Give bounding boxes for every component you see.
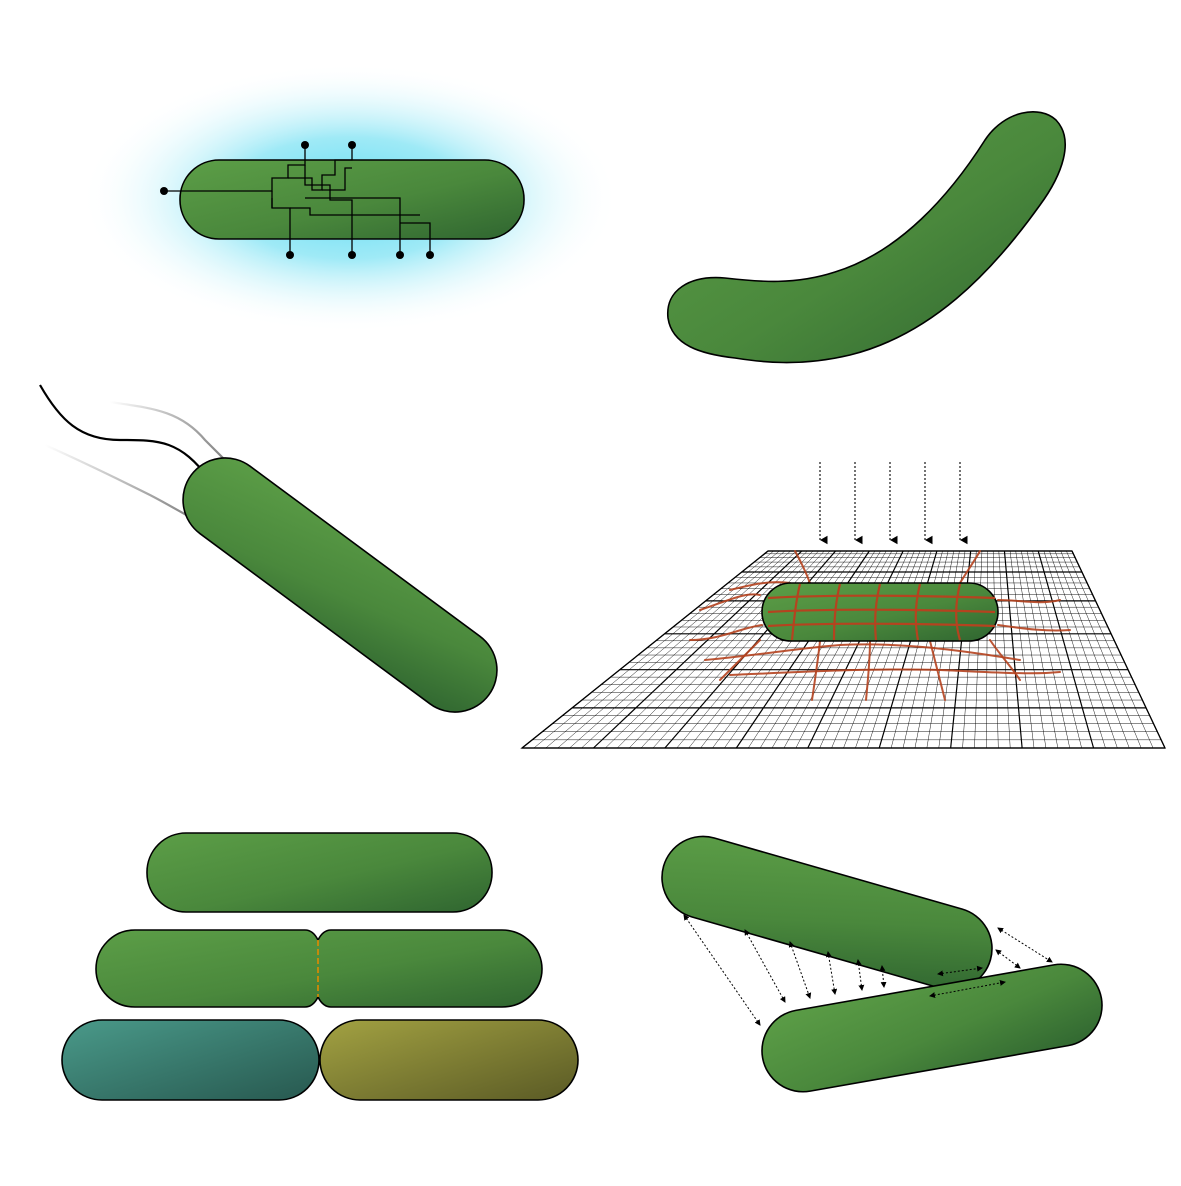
grid-line — [1037, 550, 1095, 749]
grid-line — [986, 550, 988, 749]
flagellated-bacterium-cell — [182, 457, 498, 713]
grid-line — [1066, 550, 1154, 749]
flagellated-bacterium-panel — [39, 384, 498, 713]
grid-line — [533, 550, 774, 749]
dividing-cell — [95, 929, 543, 1008]
deformation-line — [794, 550, 811, 584]
force-arrow — [997, 927, 1053, 963]
deformation-line — [699, 593, 761, 611]
daughter-cell-teal — [61, 1019, 320, 1101]
deformation-line — [865, 640, 871, 701]
grid-line — [593, 550, 803, 749]
deformation-line — [929, 640, 946, 701]
surface-plane — [520, 550, 1166, 749]
cell-mesh-overlay — [767, 583, 996, 641]
deformation-line — [989, 639, 1021, 681]
grid-line — [617, 550, 814, 749]
grid-line — [1003, 550, 1023, 749]
deformation-line — [811, 640, 821, 701]
grid-line — [1054, 550, 1130, 749]
circuit-icon — [164, 145, 431, 255]
arrows-icon — [683, 914, 1053, 1026]
force-arrow — [995, 949, 1021, 969]
grid-line — [1043, 550, 1106, 749]
force-arrow — [788, 941, 812, 999]
deformation-line — [959, 550, 981, 584]
force-arrow — [825, 951, 838, 995]
grid-line — [1026, 550, 1070, 749]
grid-line — [1009, 550, 1035, 749]
circuit-terminals — [160, 141, 434, 259]
mesh-icon — [520, 550, 1166, 749]
grid-line — [521, 550, 769, 749]
force-arrow — [937, 965, 983, 977]
surface-bacterium-panel — [520, 462, 1166, 749]
grid-line — [1015, 550, 1047, 749]
interacting-bacteria-panel — [661, 835, 1103, 1093]
deformation-line — [719, 639, 761, 681]
deformation-line — [997, 624, 1071, 632]
grid-line — [1049, 550, 1118, 749]
cell-mesh-line — [767, 594, 996, 600]
upper-interacting-cell — [661, 835, 993, 991]
dividing-bacteria-panel — [61, 832, 579, 1101]
deformation-line — [997, 599, 1061, 604]
deformation-line — [729, 668, 1061, 676]
deformation-line — [704, 643, 1021, 661]
deformation-line — [689, 624, 763, 641]
force-arrow — [879, 965, 887, 988]
grid-line — [545, 550, 780, 749]
grid-line — [998, 550, 1011, 749]
force-arrow — [744, 929, 786, 1003]
daughter-cell-olive — [319, 1019, 579, 1101]
curved-bacterium-panel — [667, 111, 1066, 364]
deformation-line — [729, 581, 791, 591]
grid-line — [557, 550, 786, 749]
grid-line — [1060, 550, 1142, 749]
cell-mesh-line — [767, 622, 996, 628]
grid-line — [1032, 550, 1082, 749]
force-arrow — [855, 959, 865, 991]
circuit-bacterium-panel — [80, 63, 620, 333]
pressure-arrows — [819, 462, 968, 545]
grid-line — [1021, 550, 1059, 749]
force-arrow — [929, 979, 1006, 999]
curve-icon — [667, 111, 1066, 364]
mother-cell — [146, 832, 493, 913]
grid-line — [1071, 550, 1166, 749]
grid-line — [974, 550, 983, 749]
grid-line — [605, 550, 808, 749]
cell-mesh-line — [767, 608, 996, 614]
